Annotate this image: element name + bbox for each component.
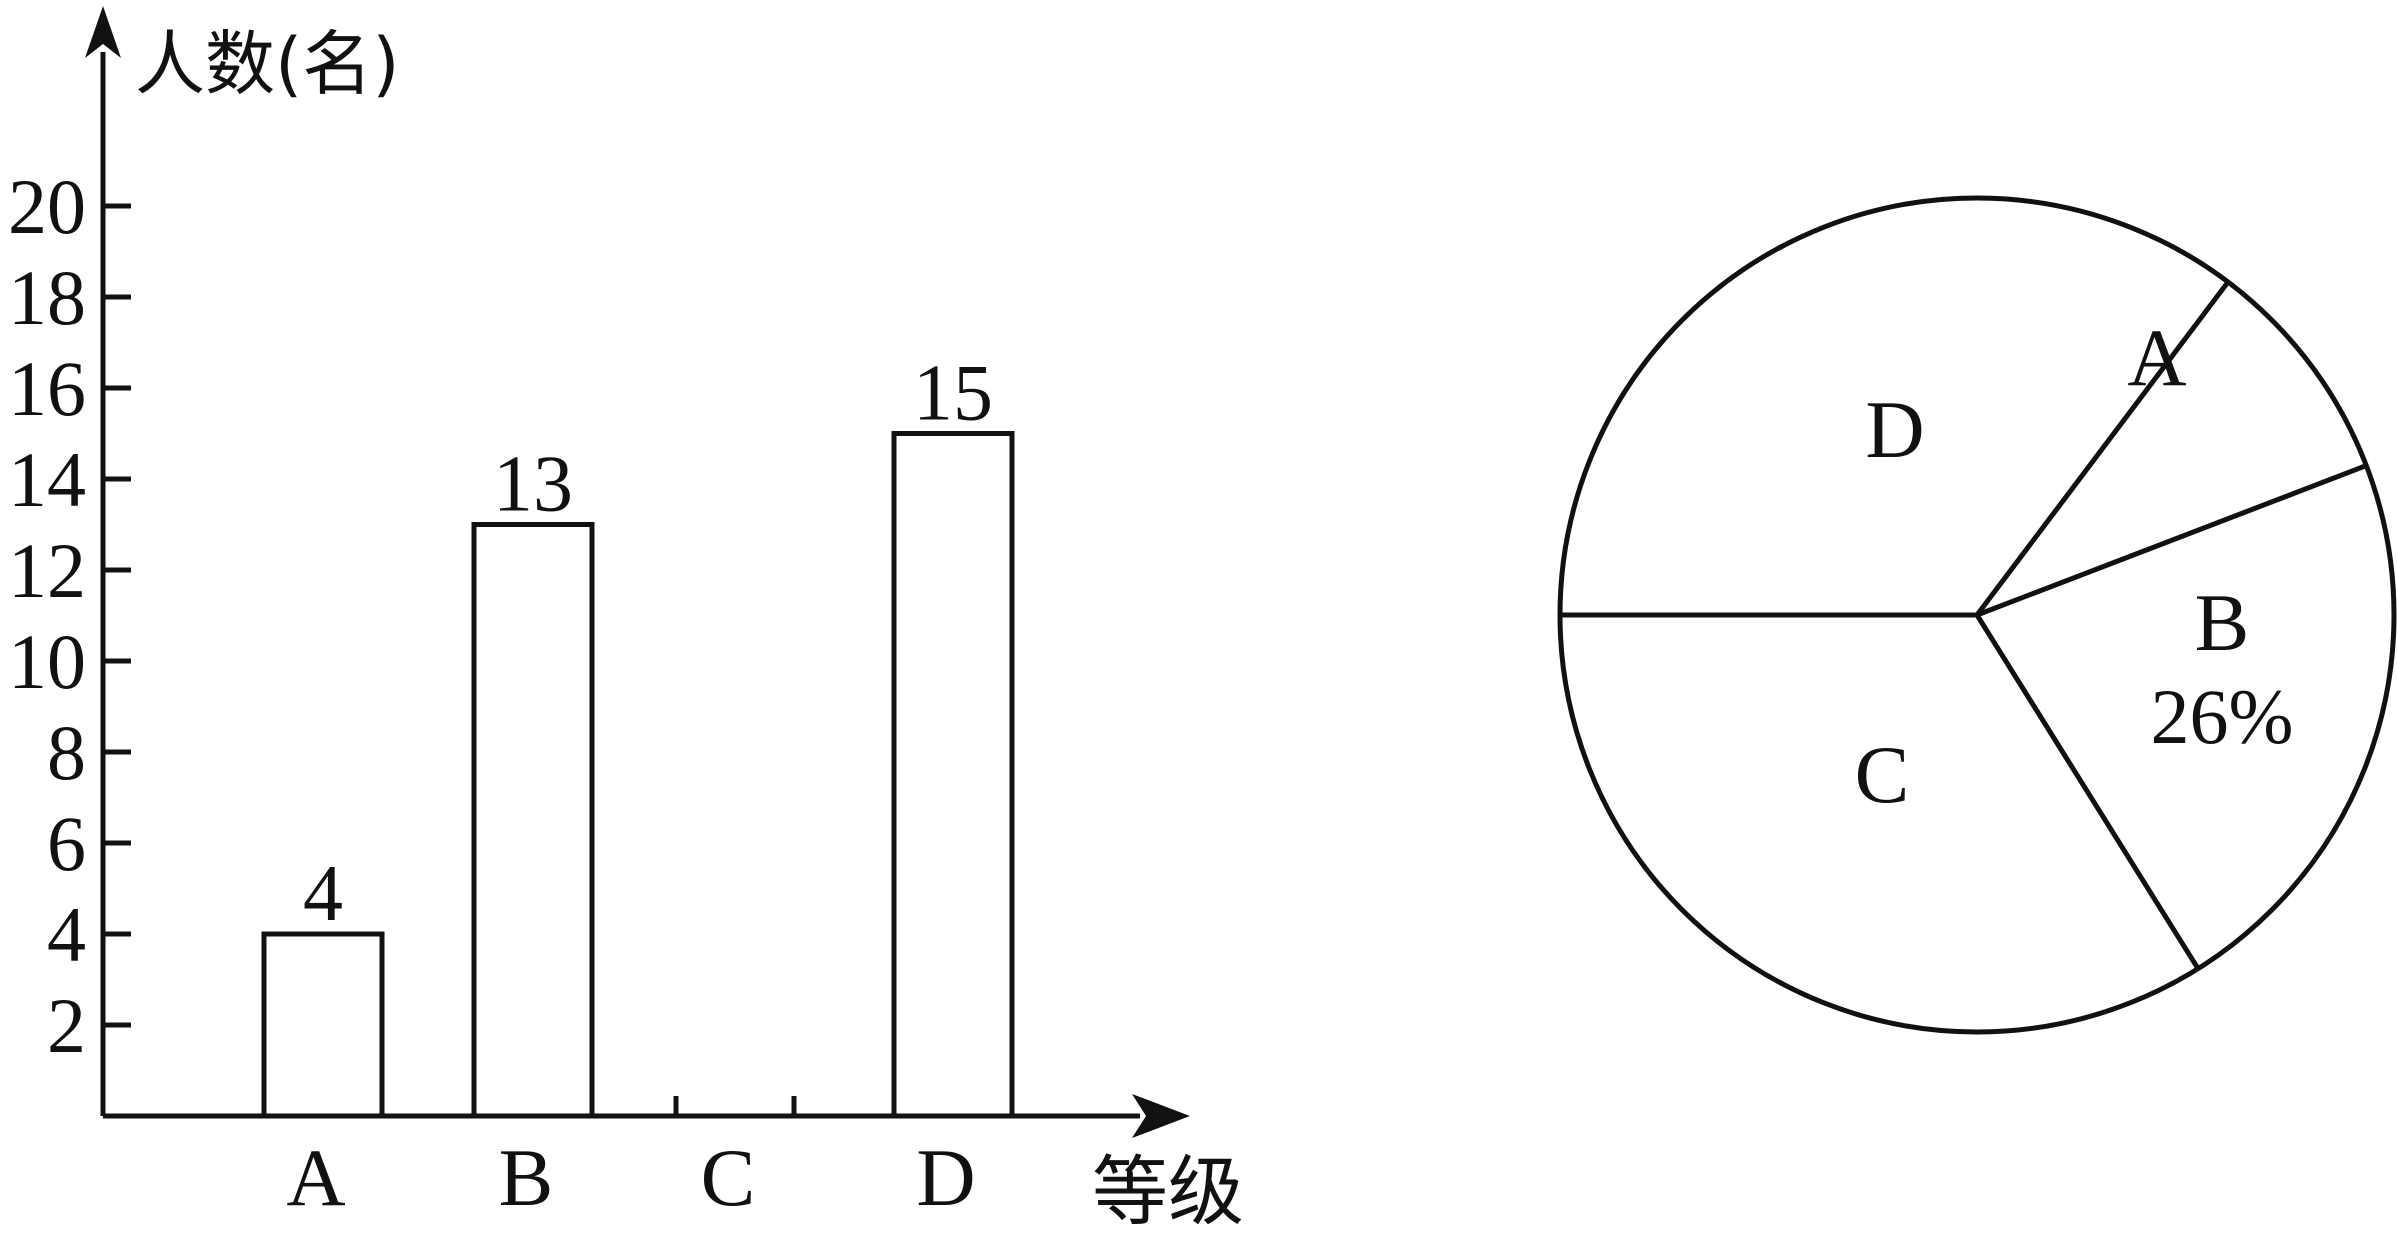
x-axis-arrow: [1132, 1094, 1190, 1138]
y-tick-label: 4: [47, 891, 86, 978]
x-category-label: D: [916, 1132, 975, 1223]
pie-slice-label-B: B: [2195, 577, 2250, 668]
pie-chart: A B26% C D: [1557, 195, 2397, 1035]
x-category-label: B: [499, 1132, 554, 1223]
bar-axes: [85, 6, 1190, 1138]
pie-slice-label-C: C: [1855, 729, 1910, 820]
y-tick-label: 10: [8, 618, 86, 705]
y-tick-label: 16: [8, 345, 86, 432]
pie-slice-boundary: [1976, 463, 2368, 618]
bar-B: [471, 522, 595, 1119]
y-tick-label: 20: [8, 163, 86, 250]
y-tick-label: 6: [47, 800, 86, 887]
x-category-label: A: [286, 1132, 345, 1223]
pie-slice-boundary: [1974, 613, 2201, 970]
y-tick-label: 2: [47, 982, 86, 1069]
bar-A: [261, 931, 385, 1119]
y-axis-arrow: [85, 6, 121, 58]
bars: 4 A 13 B C 15 D: [261, 350, 1015, 1223]
pie-slice-label-D: D: [1865, 384, 1924, 475]
y-tick-label: 8: [47, 709, 86, 796]
bar-value-label: 13: [493, 441, 573, 529]
pie-slice-label-A: A: [2127, 312, 2186, 403]
bar-value-label: 4: [303, 850, 343, 938]
x-axis-label: 等级: [1092, 1147, 1244, 1236]
y-axis-label: 人数(名): [135, 23, 400, 105]
y-tick-label: 18: [8, 254, 86, 341]
bar-D: [891, 431, 1015, 1119]
x-category-label: C: [701, 1132, 756, 1223]
bar-value-label: 15: [913, 350, 993, 438]
y-tick-label: 14: [8, 436, 86, 523]
pie-slice-percent-B: 26%: [2151, 673, 2294, 760]
pie-slice-boundary: [1975, 280, 2230, 617]
y-tick-label: 12: [8, 527, 86, 614]
